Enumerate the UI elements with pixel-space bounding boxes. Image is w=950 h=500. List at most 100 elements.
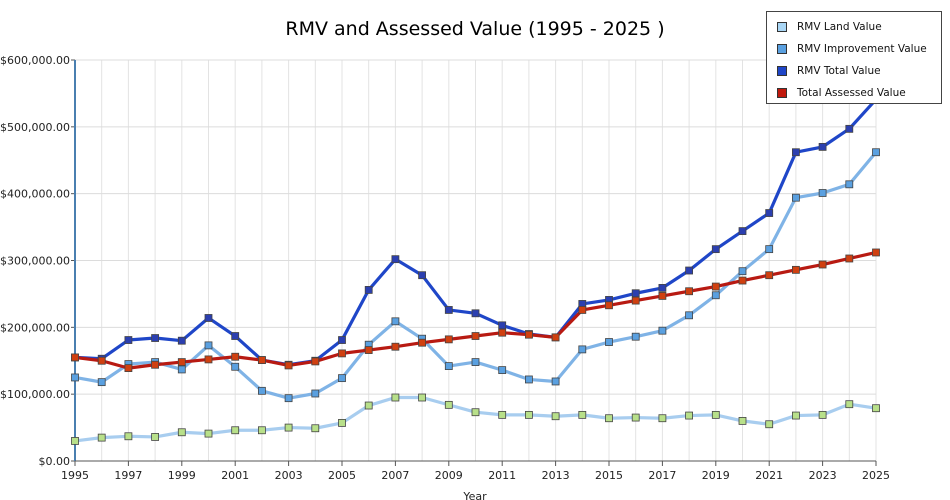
data-point (151, 334, 160, 342)
x-tick-label: 2019 (702, 469, 730, 482)
data-point (284, 423, 293, 432)
data-point (391, 317, 400, 326)
data-point (578, 345, 587, 354)
data-point (311, 389, 320, 398)
data-point (845, 124, 854, 133)
data-point (471, 358, 480, 366)
x-tick-label: 1995 (61, 469, 89, 482)
data-point (711, 282, 720, 291)
data-point (578, 410, 587, 419)
data-point (845, 254, 854, 263)
data-point (471, 408, 480, 417)
data-point (151, 360, 160, 369)
data-point (818, 142, 827, 151)
x-tick-label: 2023 (809, 469, 837, 482)
data-point (338, 336, 346, 344)
data-point (765, 271, 774, 280)
data-point (605, 338, 613, 346)
y-tick-label: $300,000.00 (0, 255, 70, 268)
legend-label: RMV Total Value (797, 65, 881, 77)
data-point (97, 356, 106, 365)
data-point (204, 314, 213, 322)
data-point (525, 330, 533, 339)
data-point (578, 306, 587, 314)
data-point (551, 377, 560, 386)
data-point (338, 419, 346, 427)
data-point (311, 424, 320, 433)
data-point (418, 338, 427, 347)
y-tick-label: $500,000.00 (0, 121, 70, 134)
data-point (284, 361, 293, 370)
x-axis: 1995 1997 1999 2001 2003 2005 2007 2009 2011 2013… (61, 461, 890, 482)
data-point (685, 266, 693, 275)
data-point (738, 227, 747, 235)
data-point (124, 432, 133, 441)
data-point (872, 148, 880, 157)
data-point (658, 414, 667, 423)
data-point (97, 378, 106, 387)
legend-item-land: RMV Land Value (777, 16, 941, 38)
data-point (338, 374, 346, 383)
legend-item-improvement: RMV Improvement Value (777, 38, 941, 60)
data-point (765, 209, 774, 217)
data-point (204, 429, 213, 438)
x-tick-label: 2009 (435, 469, 463, 482)
data-point (204, 355, 213, 364)
data-point (792, 148, 800, 157)
legend-label: Total Assessed Value (797, 87, 906, 99)
data-point (525, 375, 533, 384)
data-point (391, 342, 400, 351)
data-point (391, 393, 400, 402)
series-3 (71, 248, 880, 373)
data-point (658, 284, 667, 292)
data-point (231, 352, 240, 361)
data-point (711, 291, 720, 300)
y-axis: $0.00 $100,000.00 $200,000.00 $300,000.00 $4… (0, 54, 75, 468)
data-point (338, 349, 346, 358)
data-point (498, 321, 507, 330)
data-point (872, 404, 880, 413)
data-point (257, 356, 266, 364)
x-tick-label: 2003 (275, 469, 303, 482)
data-point (151, 433, 160, 441)
data-point (498, 328, 507, 337)
data-point (738, 267, 747, 276)
data-point (444, 362, 453, 370)
x-tick-label: 2001 (221, 469, 249, 482)
data-point (444, 306, 453, 314)
data-point (471, 309, 480, 318)
data-point (177, 358, 186, 366)
data-point (364, 401, 373, 410)
data-point (364, 286, 373, 294)
data-point (124, 364, 133, 373)
y-tick-label: $200,000.00 (0, 321, 70, 334)
data-point (257, 426, 266, 435)
x-tick-label: 2013 (542, 469, 570, 482)
legend-label: RMV Land Value (797, 21, 882, 33)
legend-item-assessed: Total Assessed Value (777, 82, 941, 104)
data-point (818, 260, 827, 269)
y-tick-label: $600,000.00 (0, 54, 70, 67)
data-point (818, 410, 827, 419)
y-tick-label: $400,000.00 (0, 188, 70, 201)
data-point (124, 336, 133, 344)
data-point (845, 400, 854, 409)
data-point (631, 296, 640, 305)
x-tick-label: 1997 (114, 469, 142, 482)
data-point (71, 353, 79, 362)
data-point (391, 255, 400, 264)
data-point (177, 428, 186, 437)
data-point (605, 301, 613, 310)
data-point (231, 332, 240, 340)
y-tick-label: $0.00 (39, 455, 71, 468)
data-point (551, 333, 560, 342)
x-tick-label: 2011 (488, 469, 516, 482)
data-point (631, 289, 640, 298)
data-point (631, 332, 640, 341)
data-point (418, 271, 427, 280)
data-point (738, 276, 747, 285)
data-point (97, 433, 106, 442)
data-point (711, 245, 720, 254)
data-point (685, 287, 693, 296)
